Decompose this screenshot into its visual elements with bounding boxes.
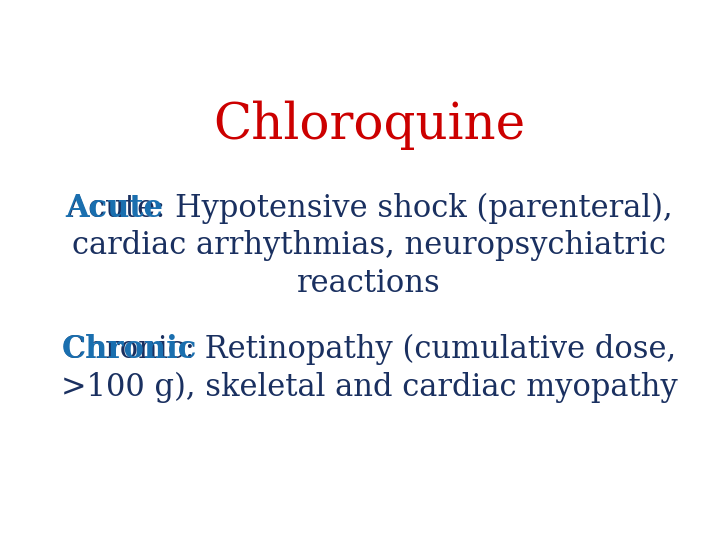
Text: Chronic: Chronic <box>62 334 185 365</box>
Text: Acute: Acute <box>66 193 155 224</box>
Text: Acute: Hypotensive shock (parenteral),: Acute: Hypotensive shock (parenteral), <box>66 193 672 224</box>
Text: reactions: reactions <box>297 268 441 299</box>
Text: cardiac arrhythmias, neuropsychiatric: cardiac arrhythmias, neuropsychiatric <box>72 230 666 261</box>
Text: Acute: Acute <box>66 193 163 224</box>
Text: Chloroquine: Chloroquine <box>213 100 525 150</box>
Text: Chronic: Chronic <box>62 334 197 365</box>
Text: Chronic: Retinopathy (cumulative dose,: Chronic: Retinopathy (cumulative dose, <box>62 334 676 365</box>
Text: >100 g), skeletal and cardiac myopathy: >100 g), skeletal and cardiac myopathy <box>60 372 678 403</box>
